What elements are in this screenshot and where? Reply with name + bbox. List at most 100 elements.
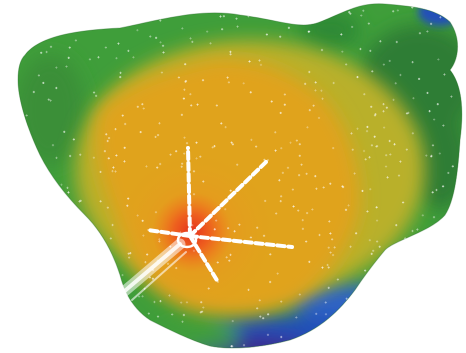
- mapping-point: [68, 309, 71, 312]
- mapping-point: [111, 313, 114, 316]
- mapping-point: [40, 307, 43, 310]
- mapping-point: [48, 322, 51, 325]
- mapping-point: [41, 288, 44, 291]
- mapping-point: [189, 93, 192, 96]
- mapping-point: [344, 208, 348, 212]
- mapping-point: [374, 113, 377, 116]
- mapping-point: [78, 200, 81, 203]
- mapping-point: [158, 240, 161, 243]
- mapping-point: [321, 266, 324, 269]
- mapping-point: [386, 316, 389, 319]
- mapping-point: [88, 58, 92, 61]
- mapping-point: [69, 231, 72, 234]
- mapping-point: [322, 186, 325, 189]
- mapping-point: [129, 252, 132, 255]
- mapping-point: [441, 261, 444, 264]
- mapping-point: [52, 326, 55, 329]
- mapping-point: [52, 201, 55, 204]
- mapping-point: [382, 110, 385, 113]
- mapping-point: [422, 260, 425, 263]
- mapping-point: [341, 50, 344, 53]
- mapping-point: [18, 91, 19, 94]
- mapping-point: [233, 230, 236, 233]
- mapping-point: [220, 122, 223, 125]
- mapping-point: [280, 300, 283, 303]
- mapping-point: [459, 312, 462, 316]
- mapping-point: [298, 293, 301, 296]
- mapping-point: [369, 49, 372, 52]
- mapping-point: [229, 53, 232, 56]
- mapping-point: [169, 153, 172, 156]
- mapping-point: [49, 45, 53, 48]
- mapping-point: [143, 317, 146, 320]
- mapping-point: [30, 273, 33, 277]
- mapping-point: [270, 100, 273, 103]
- mapping-point: [97, 56, 100, 59]
- mapping-point: [420, 233, 423, 236]
- mapping-point: [301, 227, 305, 230]
- mapping-point: [443, 73, 446, 76]
- mapping-point: [109, 237, 112, 240]
- mapping-point: [229, 253, 232, 257]
- mapping-point: [305, 240, 308, 243]
- mapping-point: [283, 103, 286, 106]
- mapping-point: [114, 170, 117, 173]
- mapping-point: [182, 97, 186, 100]
- mapping-point: [184, 63, 187, 66]
- mapping-point: [387, 309, 390, 312]
- mapping-point: [370, 347, 373, 348]
- mapping-point: [328, 220, 331, 223]
- mapping-point: [222, 15, 226, 18]
- mapping-point: [145, 165, 148, 168]
- mapping-point: [411, 61, 414, 64]
- mapping-point: [69, 154, 72, 158]
- mapping-point: [67, 56, 70, 60]
- mapping-point: [435, 188, 438, 192]
- mapping-point: [207, 287, 210, 290]
- mapping-point: [304, 82, 307, 85]
- catheter-shaft: [114, 238, 187, 301]
- mapping-point: [202, 306, 205, 309]
- mapping-point: [226, 76, 229, 79]
- mapping-point: [434, 276, 437, 279]
- mapping-point: [285, 6, 288, 10]
- mapping-point: [177, 76, 181, 79]
- mapping-point: [236, 163, 239, 166]
- mapping-point: [382, 103, 385, 106]
- mapping-point: [436, 103, 439, 106]
- mapping-point: [141, 103, 144, 106]
- mapping-point: [151, 277, 154, 280]
- mapping-point: [144, 336, 148, 339]
- mapping-point: [416, 228, 419, 231]
- mapping-point: [266, 313, 270, 316]
- mapping-point: [340, 33, 343, 36]
- mapping-point: [227, 227, 230, 230]
- mapping-point: [433, 118, 436, 121]
- mapping-point: [366, 125, 369, 129]
- mapping-point: [421, 214, 424, 217]
- mapping-point: [126, 347, 130, 348]
- mapping-point: [183, 136, 186, 139]
- mapping-point: [345, 63, 348, 66]
- mapping-point: [106, 206, 109, 209]
- mapping-point: [386, 176, 389, 179]
- mapping-point: [341, 185, 345, 189]
- mapping-point: [422, 279, 426, 282]
- mapping-point: [213, 145, 216, 148]
- mapping-point: [297, 209, 300, 212]
- mapping-point: [396, 9, 399, 12]
- mapping-point: [426, 336, 429, 339]
- mapping-point: [152, 331, 155, 334]
- mapping-point: [92, 91, 96, 94]
- mapping-point: [412, 259, 416, 262]
- mapping-point: [156, 133, 160, 137]
- mapping-point: [166, 262, 170, 265]
- mapping-point: [18, 4, 22, 7]
- mapping-point: [132, 56, 135, 59]
- mapping-point: [68, 8, 71, 11]
- mapping-point: [36, 211, 39, 214]
- mapping-point: [94, 94, 98, 97]
- mapping-point: [362, 149, 366, 153]
- mapping-point: [129, 326, 132, 330]
- mapping-point: [373, 135, 376, 138]
